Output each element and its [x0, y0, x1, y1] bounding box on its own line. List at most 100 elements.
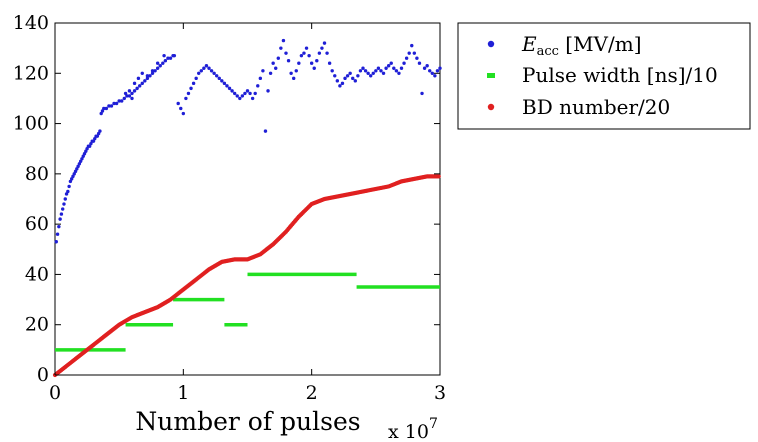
eacc-point [127, 89, 132, 93]
eacc-point [338, 84, 342, 88]
eacc-point [68, 179, 73, 184]
eacc-point [284, 51, 288, 55]
eacc-point [95, 134, 100, 138]
eacc-point [345, 74, 350, 78]
eacc-point [61, 207, 65, 211]
eacc-point [125, 94, 129, 98]
eacc-point [130, 91, 134, 96]
eacc-point [407, 51, 411, 55]
eacc-point [89, 141, 93, 146]
series-bd-number [52, 174, 441, 378]
eacc-point [307, 53, 311, 58]
eacc-point [77, 162, 82, 166]
eacc-point [309, 61, 314, 65]
eacc-point [181, 111, 186, 116]
y-tick-label: 0 [37, 364, 49, 386]
eacc-point [69, 177, 74, 181]
eacc-point [166, 56, 170, 60]
plot-area [52, 22, 442, 378]
eacc-point [140, 71, 144, 75]
x-axis-label: Number of pulses [135, 407, 360, 436]
eacc-point [202, 66, 206, 70]
eacc-point [330, 69, 334, 73]
eacc-point [148, 74, 152, 78]
eacc-point [145, 76, 150, 81]
eacc-point [299, 53, 304, 58]
eacc-point [98, 129, 102, 133]
eacc-point [435, 69, 440, 73]
eacc-point [220, 79, 224, 83]
eacc-point [217, 76, 221, 81]
eacc-point [107, 104, 111, 108]
y-tick-label: 80 [25, 163, 49, 185]
eacc-point [392, 66, 396, 70]
eacc-point [199, 69, 203, 73]
eacc-point [268, 71, 273, 75]
eacc-point [130, 96, 134, 101]
eacc-point [358, 69, 363, 73]
eacc-point [179, 106, 183, 111]
eacc-point [317, 51, 322, 55]
legend-marker-eacc [487, 40, 495, 48]
eacc-point [363, 69, 368, 73]
eacc-point [212, 71, 216, 75]
eacc-point [91, 139, 96, 143]
eacc-point [93, 136, 97, 141]
eacc-point [145, 74, 150, 78]
legend: Eacc [MV/m] Pulse width [ns]/10 BD numbe… [457, 22, 751, 130]
eacc-point [80, 157, 84, 161]
eacc-point [258, 76, 263, 81]
eacc-point [132, 89, 137, 93]
eacc-point [57, 224, 61, 229]
eacc-point [253, 91, 257, 96]
eacc-point [281, 38, 286, 43]
eacc-point [351, 76, 355, 81]
eacc-point [399, 66, 404, 70]
legend-eacc-symbol: E [521, 32, 537, 56]
eacc-point [412, 51, 417, 55]
eacc-point [410, 43, 414, 48]
eacc-point [425, 64, 429, 68]
eacc-point [127, 94, 132, 98]
eacc-point [250, 96, 255, 101]
eacc-point [381, 71, 386, 75]
eacc-point [194, 76, 198, 81]
x-axis: 0 1 2 3 [49, 23, 446, 404]
eacc-point [430, 71, 434, 75]
eacc-point [248, 91, 252, 96]
eacc-point [384, 66, 388, 70]
eacc-point [279, 46, 283, 50]
eacc-point [386, 64, 391, 68]
eacc-point [340, 81, 345, 86]
eacc-point [322, 41, 327, 45]
eacc-point [82, 152, 87, 156]
eacc-point [71, 174, 75, 179]
eacc-point [376, 66, 381, 70]
eacc-point [397, 71, 401, 75]
eacc-point [59, 212, 64, 216]
eacc-point [153, 69, 157, 73]
eacc-point [404, 56, 409, 60]
legend-marker-bd-number [487, 103, 495, 111]
eacc-point [420, 91, 424, 96]
eacc-point [379, 69, 383, 73]
eacc-point [215, 74, 219, 78]
eacc-point [225, 84, 229, 88]
eacc-point [274, 66, 278, 70]
eacc-point [102, 106, 106, 111]
eacc-point [76, 164, 80, 169]
eacc-point [143, 79, 147, 83]
eacc-point [85, 147, 89, 151]
eacc-point [304, 46, 309, 50]
eacc-point [266, 89, 270, 93]
eacc-point [122, 96, 127, 101]
eacc-point [361, 66, 365, 70]
eacc-point [222, 81, 227, 86]
eacc-point [78, 159, 83, 163]
eacc-point [55, 232, 60, 236]
eacc-point [389, 61, 393, 65]
eacc-point [402, 61, 406, 65]
y-tick-label: 140 [13, 12, 49, 34]
eacc-point [176, 101, 180, 106]
eacc-point [99, 111, 103, 116]
